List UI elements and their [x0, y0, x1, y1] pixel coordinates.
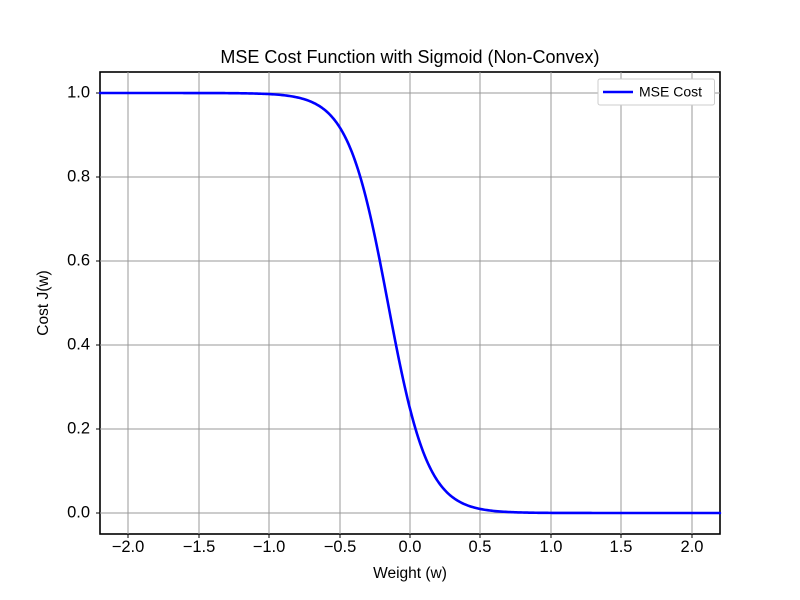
- svg-text:0.8: 0.8: [67, 168, 90, 186]
- svg-text:MSE Cost Function with Sigmoid: MSE Cost Function with Sigmoid (Non-Conv…: [220, 47, 599, 67]
- svg-text:−0.5: −0.5: [324, 538, 357, 556]
- svg-text:0.6: 0.6: [67, 252, 90, 270]
- svg-text:2.0: 2.0: [681, 538, 704, 556]
- svg-text:0.0: 0.0: [399, 538, 422, 556]
- svg-text:−2.0: −2.0: [112, 538, 145, 556]
- svg-text:1.0: 1.0: [540, 538, 563, 556]
- svg-text:−1.0: −1.0: [253, 538, 286, 556]
- svg-text:MSE Cost: MSE Cost: [639, 84, 702, 100]
- svg-text:1.0: 1.0: [67, 84, 90, 102]
- svg-text:−1.5: −1.5: [183, 538, 216, 556]
- svg-text:0.5: 0.5: [469, 538, 492, 556]
- svg-text:0.4: 0.4: [67, 336, 90, 354]
- svg-text:0.0: 0.0: [67, 504, 90, 522]
- svg-text:0.2: 0.2: [67, 420, 90, 438]
- svg-text:Cost J(w): Cost J(w): [35, 270, 52, 335]
- svg-text:1.5: 1.5: [610, 538, 633, 556]
- svg-text:Weight (w): Weight (w): [373, 565, 447, 582]
